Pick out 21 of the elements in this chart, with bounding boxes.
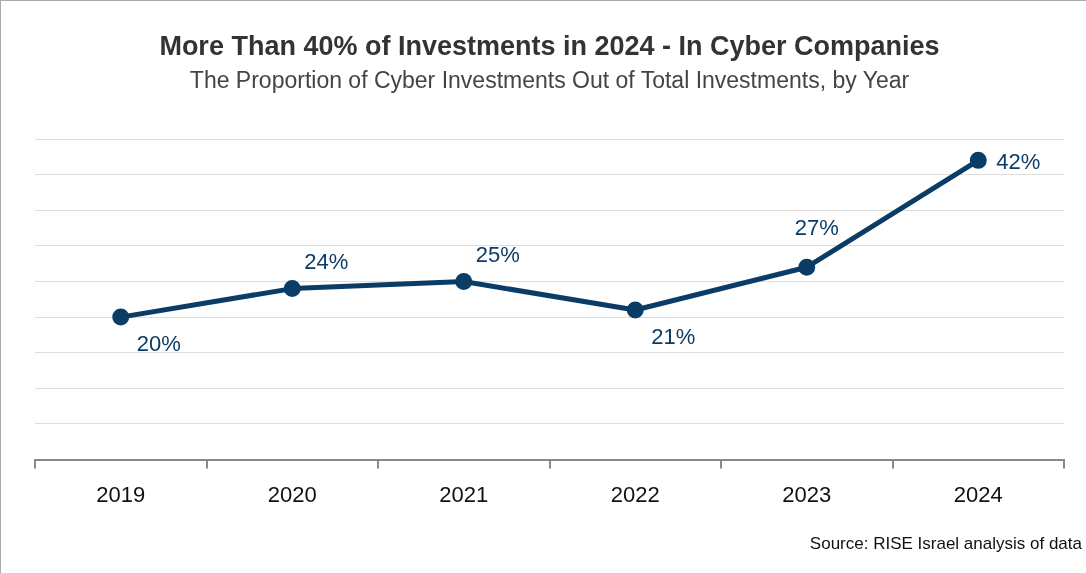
point bbox=[455, 272, 473, 290]
data-label: 42% bbox=[996, 149, 1041, 175]
data-label: 20% bbox=[136, 331, 181, 357]
x-tick-label: 2019 bbox=[96, 481, 146, 507]
data-label: 24% bbox=[304, 248, 349, 274]
x-tick-label: 2024 bbox=[953, 481, 1003, 507]
point bbox=[283, 280, 301, 298]
x-tick-label: 2022 bbox=[610, 481, 660, 507]
point bbox=[969, 151, 987, 169]
x-tick-label: 2023 bbox=[782, 481, 832, 507]
data-label: 25% bbox=[475, 241, 520, 267]
point bbox=[798, 258, 816, 276]
point bbox=[112, 308, 130, 326]
x-tick-label: 2020 bbox=[267, 481, 317, 507]
chart-subtitle: The Proportion of Cyber Investments Out of Total Investments, by Year bbox=[189, 66, 910, 93]
point bbox=[626, 301, 644, 319]
data-label: 27% bbox=[794, 215, 839, 241]
x-tick-label: 2021 bbox=[439, 481, 489, 507]
source-note: Source: RISE Israel analysis of data bbox=[809, 533, 1083, 553]
chart-title: More Than 40% of Investments in 2024 - In Cyber Companies bbox=[159, 30, 940, 61]
data-label: 21% bbox=[651, 324, 696, 350]
